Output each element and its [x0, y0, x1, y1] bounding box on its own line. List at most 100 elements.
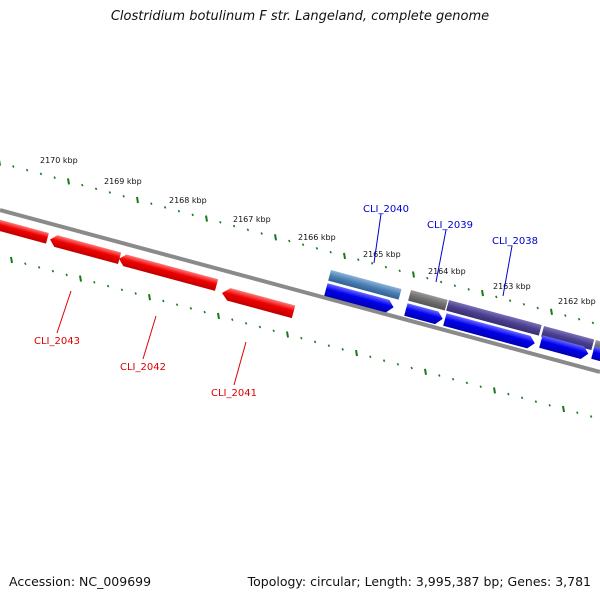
gene-arrow-cli-2039[interactable] [404, 303, 444, 325]
genome-backbone [0, 208, 600, 374]
major-tick [286, 331, 289, 338]
minor-tick [51, 269, 55, 273]
minor-tick [520, 396, 524, 400]
major-tick [274, 234, 277, 241]
forward-features [328, 270, 600, 354]
minor-tick [53, 176, 56, 179]
tick-label: 2165 kbp [363, 250, 401, 259]
major-tick [148, 294, 151, 301]
map-title: Clostridium botulinum F str. Langeland, … [110, 9, 490, 24]
minor-tick [301, 243, 305, 247]
minor-tick [384, 265, 388, 269]
topology-text: Topology: circular; Length: 3,995,387 bp… [247, 574, 591, 589]
minor-tick [576, 411, 579, 415]
minor-tick [534, 400, 538, 403]
feature-next-a[interactable] [541, 326, 595, 351]
major-tick [205, 215, 208, 222]
minor-tick [24, 262, 27, 266]
minor-tick [410, 366, 413, 370]
gene-arrow-next[interactable] [591, 346, 600, 364]
tick-label: 2162 kbp [558, 297, 596, 306]
minor-tick [589, 415, 593, 418]
gene-label-cli-2039[interactable]: CLI_2039 [427, 220, 473, 231]
minor-tick [300, 336, 303, 340]
minor-tick [203, 310, 206, 314]
minor-tick [536, 306, 539, 310]
major-tick [412, 271, 415, 278]
minor-tick [357, 258, 360, 261]
major-tick [550, 308, 553, 315]
tick-label: 2166 kbp [298, 233, 336, 242]
minor-tick [219, 220, 222, 224]
minor-tick [453, 284, 457, 288]
minor-tick [39, 172, 43, 176]
minor-tick [232, 224, 236, 228]
major-tick [481, 289, 484, 297]
coordinate-labels: 2170 kbp 2169 kbp 2168 kbp 2167 kbp 2166… [40, 156, 596, 306]
minor-tick [150, 202, 153, 206]
minor-tick [508, 299, 512, 302]
minor-tick [37, 266, 41, 269]
feature-cli-2039[interactable] [408, 290, 448, 311]
gene-cli-2043[interactable] [0, 219, 49, 244]
minor-tick [93, 280, 96, 284]
minor-tick [12, 165, 15, 168]
major-tick [562, 405, 565, 413]
minor-tick [451, 377, 455, 381]
minor-tick [315, 247, 319, 250]
minor-tick [370, 261, 374, 265]
major-tick [217, 312, 220, 320]
minor-tick [106, 284, 110, 288]
tick-label: 2170 kbp [40, 156, 78, 165]
major-tick [424, 368, 427, 375]
major-tick [493, 387, 496, 394]
minor-tick [313, 340, 317, 344]
gene-cli-2042-part-a[interactable] [49, 234, 122, 265]
major-tick [67, 178, 70, 185]
minor-tick [591, 321, 595, 325]
minor-tick [479, 385, 482, 389]
minor-tick [177, 209, 181, 213]
gene-cli-2042-part-b[interactable] [117, 253, 219, 291]
minor-tick [439, 280, 443, 284]
minor-tick [258, 325, 262, 329]
minor-tick [120, 288, 124, 292]
minor-tick [564, 314, 567, 317]
minor-tick [341, 348, 344, 351]
feature-cli-2040[interactable] [328, 270, 402, 300]
gene-arrow-cli-2038-b[interactable] [539, 335, 590, 360]
minor-tick [398, 269, 401, 273]
minor-tick [369, 355, 372, 359]
minor-tick [438, 374, 441, 377]
gene-label-cli-2040[interactable]: CLI_2040 [363, 204, 409, 215]
gene-label-cli-2041[interactable]: CLI_2041 [211, 388, 257, 399]
forward-genes [324, 283, 600, 364]
tick-label: 2168 kbp [169, 196, 207, 205]
minor-tick [548, 403, 551, 407]
minor-tick [191, 213, 194, 217]
minor-tick [189, 307, 193, 310]
minor-tick [81, 183, 84, 187]
minor-tick [162, 299, 165, 303]
minor-tick [94, 187, 98, 191]
gene-label-cli-2038[interactable]: CLI_2038 [492, 236, 538, 247]
minor-tick [522, 302, 526, 306]
gene-label-cli-2042[interactable]: CLI_2042 [120, 362, 166, 373]
minor-tick [396, 362, 400, 366]
minor-tick [272, 329, 275, 333]
minor-tick [122, 194, 125, 198]
minor-tick [175, 303, 179, 307]
major-tick [136, 196, 139, 204]
gene-cli-2041[interactable] [220, 286, 296, 319]
minor-tick [244, 321, 248, 325]
minor-tick [65, 273, 68, 277]
gene-label-cli-2043[interactable]: CLI_2043 [34, 336, 80, 347]
minor-tick [507, 392, 510, 396]
feature-cli-2038[interactable] [446, 300, 542, 336]
gene-arrow-cli-2038-a[interactable] [443, 313, 536, 350]
minor-tick [108, 191, 112, 194]
tick-label: 2169 kbp [104, 177, 142, 186]
tick-label: 2164 kbp [428, 267, 466, 276]
gene-arrow-cli-2040[interactable] [324, 283, 395, 314]
